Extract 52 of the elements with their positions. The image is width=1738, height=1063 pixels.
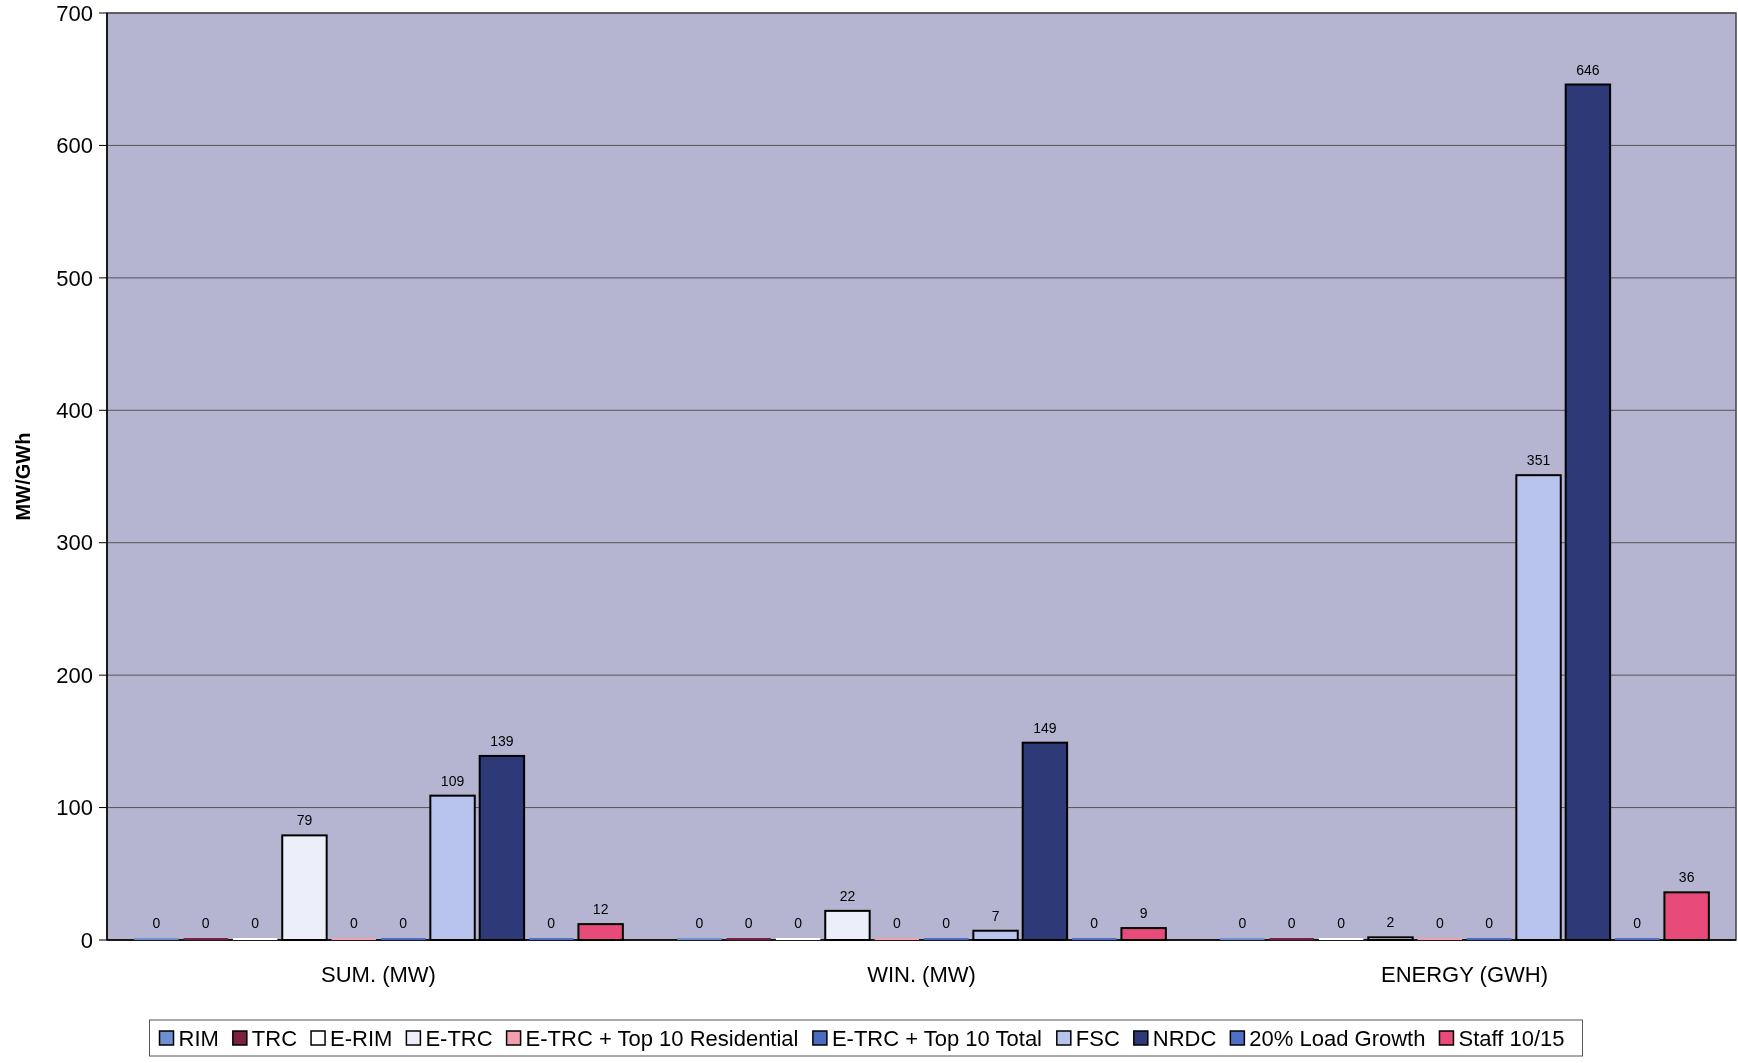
data-label: 0 [251,915,260,931]
data-label: 79 [296,812,313,829]
y-tick-label: 100 [56,795,93,821]
legend-label: NRDC [1152,1025,1217,1051]
data-label: 149 [1033,719,1057,736]
data-label: 0 [942,915,951,931]
legend-label: Staff 10/15 [1458,1025,1565,1051]
data-label: 0 [152,915,161,931]
data-label: 0 [399,915,408,931]
data-label: 0 [695,915,704,931]
data-label: 0 [547,915,556,931]
legend-label: FSC [1075,1025,1120,1051]
data-label: 0 [1090,915,1099,931]
data-label: 0 [1435,915,1444,931]
legend-label: E-TRC [425,1025,493,1051]
data-label: 2 [1386,914,1395,931]
data-label: 12 [592,901,609,918]
data-label: 0 [201,915,210,931]
data-label: 139 [490,732,514,749]
data-label: 0 [744,915,753,931]
data-label: 0 [349,915,358,931]
x-tick-label: SUM. (MW) [321,962,436,987]
x-tick-label: ENERGY (GWH) [1380,962,1549,987]
data-label: 9 [1139,905,1148,922]
y-tick-label: 500 [56,265,93,291]
data-label: 0 [892,915,901,931]
data-label: 0 [794,915,803,931]
data-label: 351 [1526,452,1551,469]
y-tick-label: 300 [56,530,93,556]
data-label: 646 [1576,61,1600,78]
legend-label: E-RIM [330,1025,393,1051]
data-label: 0 [1238,915,1247,931]
legend-label: TRC [251,1025,298,1051]
data-label: 7 [991,907,1000,924]
data-label: 36 [1678,869,1695,886]
legend-label: E-TRC + Top 10 Residential [525,1025,799,1051]
data-label: 0 [1485,915,1494,931]
y-axis-title: MW/GWh [12,432,34,521]
y-tick-label: 400 [56,397,93,423]
data-label: 0 [1337,915,1346,931]
data-label: 109 [440,772,465,789]
legend-label: 20% Load Growth [1249,1025,1426,1051]
data-label: 22 [839,887,856,904]
legend-label: RIM [178,1025,219,1051]
data-label: 0 [1633,915,1642,931]
y-tick-label: 700 [56,0,93,26]
y-tick-label: 200 [56,662,93,688]
data-label: 0 [1287,915,1296,931]
legend-label: E-TRC + Top 10 Total [831,1025,1043,1051]
y-tick-label: 0 [80,927,93,953]
x-tick-label: WIN. (MW) [867,962,976,987]
y-tick-label: 600 [56,133,93,159]
